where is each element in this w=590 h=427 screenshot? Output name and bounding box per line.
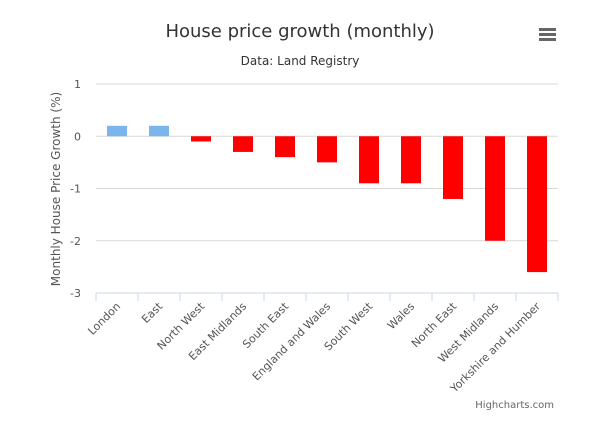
x-axis xyxy=(95,292,559,301)
bar-london[interactable] xyxy=(107,125,127,137)
y-axis-ticks: 1 0 -1 -2 -3 xyxy=(70,78,81,300)
chart-title: House price growth (monthly) xyxy=(165,21,434,42)
y-tick-label: -1 xyxy=(70,183,81,196)
bars xyxy=(107,125,547,273)
y-tick-label: 0 xyxy=(74,130,81,143)
credits-link[interactable]: Highcharts.com xyxy=(475,400,554,411)
bar-england-and-wales[interactable] xyxy=(317,136,337,163)
chart-subtitle: Data: Land Registry xyxy=(241,54,360,68)
bar-west-midlands[interactable] xyxy=(485,136,505,241)
y-tick-label: -2 xyxy=(70,235,81,248)
x-tick-label: London xyxy=(85,300,123,338)
bar-north-east[interactable] xyxy=(443,136,463,199)
bar-east-midlands[interactable] xyxy=(233,136,253,152)
hamburger-menu-icon xyxy=(539,28,556,41)
x-tick-label: East xyxy=(139,299,165,325)
chart-menu-button[interactable] xyxy=(533,22,561,46)
bar-south-west[interactable] xyxy=(359,136,379,184)
bar-wales[interactable] xyxy=(401,136,421,184)
bar-south-east[interactable] xyxy=(275,136,295,158)
y-tick-label: -3 xyxy=(70,287,81,300)
y-axis-label: Monthly House Price Growth (%) xyxy=(49,92,63,286)
bar-yorkshire-and-humber[interactable] xyxy=(527,136,547,273)
bar-north-west[interactable] xyxy=(191,136,211,142)
x-tick-label: Wales xyxy=(385,300,417,332)
x-tick-label: England and Wales xyxy=(250,300,333,383)
bar-east[interactable] xyxy=(149,125,169,137)
y-tick-label: 1 xyxy=(74,78,81,91)
